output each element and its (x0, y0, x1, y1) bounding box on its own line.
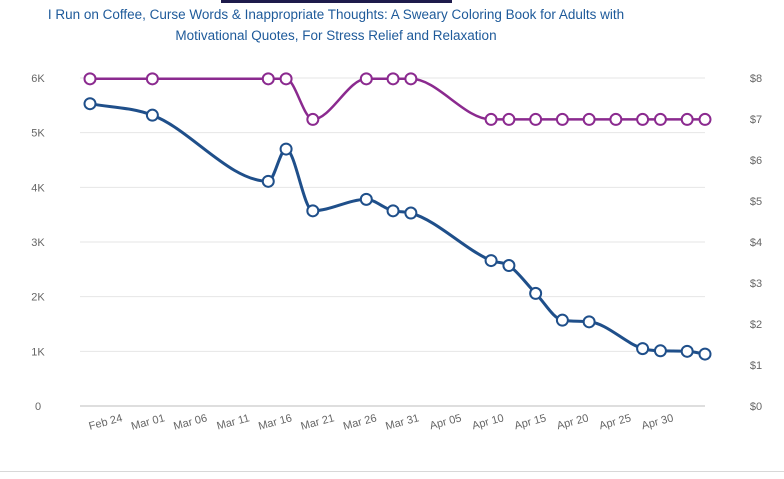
data-point[interactable] (261, 72, 275, 86)
chart-title-line-1: I Run on Coffee, Curse Words & Inappropr… (47, 7, 625, 22)
top-banner-bar (221, 0, 452, 3)
data-point[interactable] (653, 344, 667, 358)
chart-title: I Run on Coffee, Curse Words & Inappropr… (0, 4, 672, 46)
left-tick-label: 6K (31, 73, 45, 85)
x-tick-label: Apr 15 (513, 412, 547, 432)
bottom-divider (0, 471, 784, 472)
data-point[interactable] (680, 344, 694, 358)
data-point[interactable] (555, 313, 569, 327)
data-point[interactable] (680, 112, 694, 126)
data-point[interactable] (306, 112, 320, 126)
data-point[interactable] (83, 72, 97, 86)
data-point[interactable] (582, 315, 596, 329)
left-axis-ticks: 0 1K 2K 3K 4K 5K 6K (31, 73, 45, 413)
data-point[interactable] (502, 112, 516, 126)
chart-title-line-2: Motivational Quotes, For Stress Relief a… (175, 28, 497, 43)
data-point[interactable] (698, 112, 712, 126)
right-tick-label: $3 (750, 278, 762, 290)
data-point[interactable] (279, 72, 293, 86)
left-tick-label: 2K (31, 292, 45, 304)
x-tick-label: Mar 31 (384, 412, 420, 432)
data-point[interactable] (145, 108, 159, 122)
data-point[interactable] (386, 204, 400, 218)
series-layer (83, 72, 712, 361)
left-tick-label: 3K (31, 237, 45, 249)
right-tick-label: $0 (750, 401, 762, 413)
right-tick-label: $6 (750, 155, 762, 167)
data-point[interactable] (529, 112, 543, 126)
x-tick-label: Mar 21 (300, 412, 336, 432)
data-point[interactable] (484, 112, 498, 126)
right-tick-label: $8 (750, 73, 762, 85)
x-tick-label: Apr 30 (640, 412, 674, 432)
data-point[interactable] (653, 112, 667, 126)
data-point[interactable] (555, 112, 569, 126)
data-point[interactable] (502, 259, 516, 273)
data-point[interactable] (359, 72, 373, 86)
right-tick-label: $7 (750, 114, 762, 126)
x-tick-label: Apr 05 (428, 412, 462, 432)
series-1 (83, 97, 712, 361)
data-point[interactable] (484, 254, 498, 268)
series-0 (83, 72, 712, 126)
left-tick-label: 1K (31, 346, 45, 358)
right-tick-label: $1 (750, 360, 762, 372)
x-axis-ticks: Feb 24 Mar 01 Mar 06 Mar 11 Mar 16 Mar 21 Mar … (88, 412, 675, 432)
data-point[interactable] (306, 204, 320, 218)
left-tick-label: 0 (35, 401, 41, 413)
right-tick-label: $2 (750, 319, 762, 331)
right-axis-ticks: $0 $1 $2 $3 $4 $5 $6 $7 $8 (750, 73, 762, 413)
series-line (89, 102, 706, 356)
data-point[interactable] (279, 142, 293, 156)
data-point[interactable] (609, 112, 623, 126)
x-tick-label: Apr 25 (598, 412, 632, 432)
data-point[interactable] (145, 72, 159, 86)
left-tick-label: 5K (31, 128, 45, 140)
data-point[interactable] (404, 206, 418, 220)
data-point[interactable] (261, 174, 275, 188)
data-point[interactable] (83, 97, 97, 111)
x-tick-label: Mar 11 (216, 412, 251, 432)
right-tick-label: $5 (750, 196, 762, 208)
data-point[interactable] (529, 286, 543, 300)
x-tick-label: Apr 10 (471, 412, 505, 432)
data-point[interactable] (404, 72, 418, 86)
left-tick-label: 4K (31, 182, 45, 194)
x-tick-label: Apr 20 (556, 412, 590, 432)
x-tick-label: Mar 06 (172, 412, 208, 432)
data-point[interactable] (636, 342, 650, 356)
data-point[interactable] (386, 72, 400, 86)
x-tick-label: Mar 16 (257, 412, 293, 432)
x-tick-label: Mar 26 (342, 412, 378, 432)
data-point[interactable] (636, 112, 650, 126)
x-tick-label: Feb 24 (88, 412, 124, 432)
data-point[interactable] (359, 192, 373, 206)
data-point[interactable] (582, 112, 596, 126)
series-line (90, 77, 705, 121)
data-point[interactable] (698, 347, 712, 361)
right-tick-label: $4 (750, 237, 762, 249)
x-tick-label: Mar 01 (130, 412, 166, 432)
